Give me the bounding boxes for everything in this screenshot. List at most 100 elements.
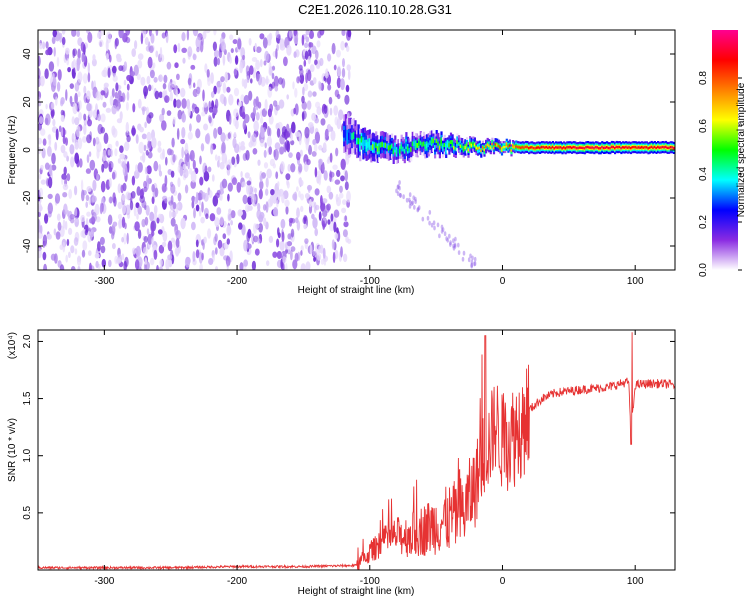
noise-speckle [97, 31, 102, 39]
signal-band-cell [574, 146, 577, 149]
noise-speckle [457, 242, 460, 248]
noise-speckle [114, 148, 118, 157]
noise-speckle [80, 214, 86, 223]
colorbar-tick-label: 0.8 [698, 71, 709, 85]
signal-band-cell [524, 145, 527, 149]
noise-speckle [114, 38, 118, 50]
noise-speckle [146, 75, 151, 85]
noise-speckle [286, 44, 292, 56]
noise-speckle [59, 32, 63, 43]
noise-speckle [249, 65, 254, 75]
noise-speckle [138, 141, 145, 154]
noise-speckle [342, 58, 345, 68]
noise-speckle [252, 235, 259, 243]
noise-speckle [125, 101, 129, 111]
noise-speckle [416, 207, 420, 213]
signal-band-cell [664, 145, 668, 149]
signal-band-cell [550, 146, 553, 150]
noise-speckle [321, 198, 328, 204]
signal-band-cell [442, 145, 445, 150]
noise-speckle [268, 61, 272, 71]
noise-speckle [159, 113, 165, 123]
noise-speckle [80, 41, 85, 52]
noise-speckle [74, 82, 80, 92]
noise-speckle [344, 215, 348, 222]
noise-speckle [170, 170, 175, 178]
noise-speckle [86, 90, 91, 100]
noise-speckle [470, 259, 474, 265]
noise-speckle [57, 69, 62, 81]
noise-speckle [398, 180, 401, 185]
noise-speckle [108, 177, 112, 188]
noise-speckle [69, 95, 73, 105]
noise-speckle [190, 170, 197, 183]
noise-speckle [95, 136, 100, 145]
noise-speckle [147, 151, 153, 159]
signal-band-cell [650, 145, 653, 149]
signal-band-cell [539, 146, 542, 150]
noise-speckle [175, 99, 182, 109]
noise-speckle [125, 121, 129, 133]
noise-speckle [167, 148, 172, 156]
noise-speckle [85, 168, 91, 174]
noise-speckle [430, 222, 434, 228]
signal-band-cell [411, 141, 414, 147]
noise-speckle [329, 152, 333, 163]
signal-band-cell [454, 147, 457, 151]
signal-band-cell [563, 146, 566, 149]
noise-speckle [228, 56, 233, 64]
noise-speckle [290, 249, 293, 261]
noise-speckle [101, 163, 105, 173]
y-tick-label: -20 [22, 190, 33, 205]
noise-speckle [293, 51, 297, 58]
noise-speckle [111, 88, 115, 98]
noise-speckle [295, 217, 299, 224]
signal-band-cell [352, 132, 355, 139]
noise-speckle [153, 205, 158, 215]
noise-speckle [136, 73, 141, 81]
noise-speckle [227, 182, 233, 192]
noise-speckle [171, 137, 175, 148]
noise-speckle [175, 207, 179, 215]
signal-band-cell [403, 148, 406, 154]
noise-speckle [288, 152, 293, 159]
noise-speckle [175, 229, 181, 240]
signal-band-cell [344, 129, 347, 137]
signal-band-cell [475, 146, 478, 150]
signal-band-cell [443, 142, 446, 147]
noise-speckle [312, 217, 318, 229]
noise-speckle [408, 197, 411, 203]
noise-speckle [334, 89, 340, 98]
noise-speckle [222, 233, 227, 240]
noise-speckle [192, 251, 196, 262]
noise-speckle [286, 181, 290, 189]
noise-speckle [226, 238, 230, 245]
noise-speckle [314, 59, 318, 66]
noise-speckle [347, 69, 351, 81]
noise-speckle [121, 216, 126, 228]
noise-speckle [323, 104, 328, 114]
noise-speckle [40, 128, 46, 136]
noise-speckle [143, 144, 147, 152]
noise-speckle [84, 229, 88, 236]
noise-speckle [326, 185, 332, 194]
noise-speckle [143, 180, 147, 189]
noise-speckle [315, 50, 319, 60]
noise-speckle [408, 204, 412, 209]
signal-band-cell [354, 134, 357, 141]
noise-speckle [300, 250, 303, 256]
noise-speckle [302, 86, 305, 96]
signal-band-cell [389, 144, 392, 150]
noise-speckle [161, 183, 167, 193]
noise-speckle [53, 228, 57, 236]
noise-speckle [101, 203, 107, 215]
signal-band-cell [591, 146, 594, 149]
noise-speckle [175, 88, 179, 97]
noise-speckle [66, 173, 71, 182]
noise-speckle [117, 90, 122, 97]
noise-speckle [121, 194, 126, 201]
noise-speckle [253, 120, 259, 132]
noise-speckle [107, 214, 113, 226]
